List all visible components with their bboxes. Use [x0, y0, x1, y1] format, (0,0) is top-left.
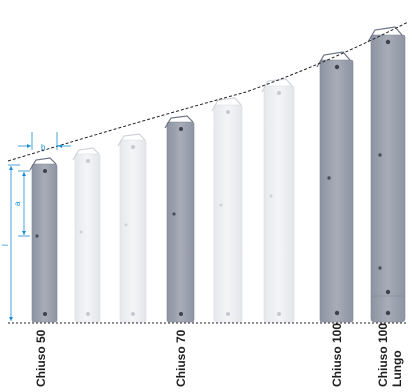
dimension-a: a [13, 170, 30, 237]
dimension-a-label: a [13, 201, 22, 206]
label-chiuso-100-lungo-line1: Chiuso 100 [376, 323, 390, 387]
slat-chiuso-100 [316, 51, 354, 323]
slat-chiuso-50 [29, 157, 58, 323]
slat-light-4 [261, 78, 295, 323]
label-chiuso-50: Chiuso 50 [34, 329, 48, 387]
dimension-l-label: l [1, 244, 10, 246]
dimension-l: l [1, 164, 20, 321]
slat-light-1 [72, 147, 101, 323]
slat-light-3 [211, 97, 243, 323]
envelope-curve [7, 21, 409, 162]
label-chiuso-100: Chiuso 100 [330, 323, 344, 387]
dimension-b: b [18, 132, 71, 152]
label-chiuso-100-lungo-line2: Lungo [390, 350, 404, 387]
slat-chiuso-100-lungo [367, 26, 406, 323]
slat-chiuso-70 [164, 115, 195, 323]
label-chiuso-70: Chiuso 70 [174, 329, 188, 387]
dimension-b-label: b [41, 143, 46, 152]
slat-light-2 [117, 133, 147, 323]
